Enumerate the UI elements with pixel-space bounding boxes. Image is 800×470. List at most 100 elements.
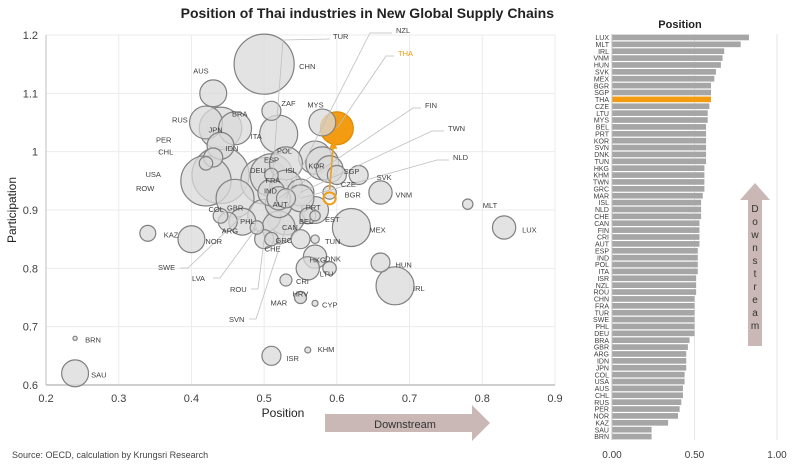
bar-swe [612,316,695,323]
downstream-vertical-label: Downstream [750,204,759,332]
bubble-irl [375,266,415,306]
downstream-arrow-label: Downstream [374,419,436,431]
bar-category-label: MYS [594,118,610,125]
bar-aut [612,241,700,247]
bubble-est [309,210,321,222]
x-tick-label: 0.9 [547,393,562,405]
bubble-mar [293,290,308,305]
bar-category-label: USA [595,379,610,386]
bar-usa [612,378,685,385]
bar-category-label: FIN [598,228,609,235]
bar-category-label: FRA [595,303,609,310]
point-label: KAZ [164,230,179,239]
bar-rou [612,289,697,295]
point-label: KOR [308,161,325,170]
bar-category-label: ISL [598,200,609,207]
source-note: Source: OECD, calculation by Krungsri Re… [12,450,209,460]
bar-sgp [612,89,711,96]
downstream-letter: D [751,204,758,215]
bar-category-label: LTU [596,111,609,118]
bubble-tun [310,234,320,245]
bar-tun [612,158,707,165]
bar-isr [612,275,697,282]
point-label: NZL [396,26,410,35]
point-label: CZE [341,180,356,189]
arrow-head-icon [329,140,338,149]
bar-twn [612,179,705,185]
bar-category-label: CHN [594,297,609,304]
bar-category-label: AUS [595,386,610,393]
x-tick-label: 0.6 [329,393,344,405]
y-tick-label: 0.6 [23,380,38,392]
point-label: USA [146,170,161,179]
bar-category-label: MAR [593,193,609,200]
point-label: KHM [318,345,335,354]
bar-category-label: PHL [595,324,609,331]
y-tick-label: 1.2 [23,30,38,42]
point-label: MYS [307,101,323,110]
leader-line [300,130,444,193]
bar-tha [612,96,711,103]
bar-jpn [612,364,687,371]
bar-tur [612,309,695,316]
point-label: ISL [285,166,296,175]
bar-brn [612,433,652,440]
bar-mar [612,192,703,199]
point-label: SVN [229,315,244,324]
point-label: TWN [448,124,465,133]
bubbles [61,33,517,388]
bar-category-label: THA [595,97,609,104]
bar-arg [612,351,687,357]
bar-mlt [612,41,741,48]
bar-category-label: DEU [594,331,609,338]
bubble-khm [304,346,312,354]
bar-category-label: HUN [594,63,609,70]
bar-cze [612,103,710,110]
bar-deu [612,330,695,337]
point-label: BRN [85,335,101,344]
bar-gbr [612,344,688,350]
downstream-arrow-icon [325,405,490,441]
point-label: MAR [271,299,288,308]
bar-svn [612,144,707,151]
bar-aus [612,385,683,392]
point-label: CAN [282,223,298,232]
point-label: CHL [158,148,173,157]
downstream-letter: n [752,243,758,254]
point-label: BRA [232,109,247,118]
point-label: IRL [413,284,425,293]
bar-sau [612,426,652,433]
bubble-cyp [311,299,319,307]
point-label: ITA [251,132,262,141]
bar-nzl [612,282,697,289]
bar-prt [612,130,707,137]
downstream-letter: a [752,308,758,319]
point-label: CHE [265,245,281,254]
leader-line [271,38,331,193]
bar-category-label: KAZ [595,420,609,427]
bar-category-label: CHE [594,214,609,221]
bubble-lux [491,215,517,240]
bar-category-label: NZL [596,283,609,290]
point-label: BGR [345,191,362,200]
bar-category-label: PER [595,407,609,414]
leader-line [300,159,449,199]
bar-hun [612,62,721,68]
bar-ita [612,268,698,275]
bar-category-label: DNK [594,152,609,159]
x-tick-label: 0.8 [475,393,490,405]
x-axis-label: Position [262,406,305,420]
bar-che [612,213,702,220]
y-tick-label: 1 [32,147,38,159]
bar-category-label: POL [595,262,609,269]
bubble-col [212,207,229,224]
point-label: DEU [250,166,266,175]
point-label: ARG [222,227,238,236]
bubble-cri [279,273,293,287]
bar-khm [612,172,705,178]
point-label: PRT [306,203,321,212]
bar-category-label: TUN [595,159,609,166]
bar-category-label: CHL [595,393,609,400]
bar-category-label: PRT [595,131,610,138]
